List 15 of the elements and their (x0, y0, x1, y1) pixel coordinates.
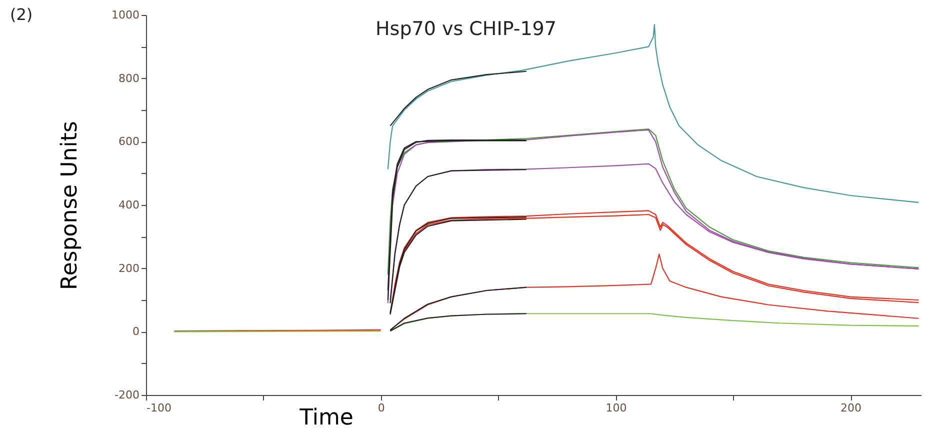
x-axis-title: Time (298, 406, 354, 430)
y-tick-label: 800 (118, 72, 140, 85)
x-tick-label: 200 (840, 402, 862, 414)
x-tick-label: 0 (378, 402, 385, 414)
y-tick-label: 200 (118, 262, 140, 275)
y-tick-label: 1000 (112, 8, 140, 22)
y-tick-label: -200 (114, 388, 140, 402)
y-tick-label: 0 (132, 325, 140, 338)
y-tick-label: 600 (118, 135, 140, 148)
x-tick-label: -100 (146, 402, 172, 414)
chart-title: Hsp70 vs CHIP-197 (376, 18, 556, 40)
x-tick-label: 100 (606, 402, 627, 414)
text: (2) (10, 5, 33, 24)
y-axis-title: Response Units (58, 121, 83, 290)
y-tick-label: 400 (118, 198, 140, 212)
